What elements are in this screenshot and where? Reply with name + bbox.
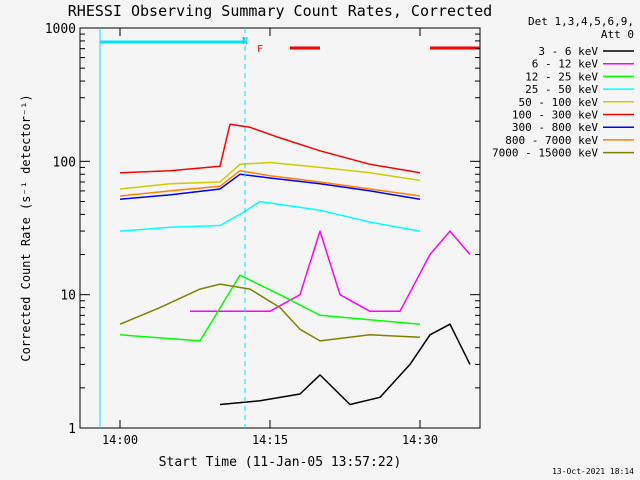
legend-label-3-6-kev: 3 - 6 keV <box>538 45 598 58</box>
x-tick-label: 14:30 <box>402 433 438 447</box>
legend-label-100-300-kev: 100 - 300 keV <box>512 109 598 122</box>
legend-label-800-7000-kev: 800 - 7000 keV <box>505 134 598 147</box>
footer-timestamp: 13-Oct-2021 18:14 <box>552 467 634 476</box>
series-line-300-800-kev <box>119 173 421 200</box>
y-axis-label: Corrected Count Rate (s⁻¹ detector⁻¹) <box>19 94 33 361</box>
y-tick-label: 10 <box>60 289 76 304</box>
x-axis-label: Start Time (11-Jan-05 13:57:22) <box>159 455 402 470</box>
series-line-3-6-kev <box>219 323 471 406</box>
legend-label-7000-15000-kev: 7000 - 15000 keV <box>492 147 598 160</box>
flag-label-f: F <box>257 44 263 55</box>
chart-title: RHESSI Observing Summary Count Rates, Co… <box>68 2 492 20</box>
series-line-12-25-kev <box>119 274 421 342</box>
x-tick-label: 14:15 <box>252 433 288 447</box>
series-line-6-12-kev <box>190 230 471 313</box>
series-line-7000-15000-kev <box>119 283 421 342</box>
legend-label-12-25-kev: 12 - 25 keV <box>525 70 598 83</box>
legend-label-25-50-kev: 25 - 50 keV <box>525 83 598 96</box>
series-line-50-100-kev <box>119 161 421 190</box>
legend-header-line-1: Det 1,3,4,5,6,9, <box>528 15 634 28</box>
series-layer <box>119 123 471 406</box>
series-line-25-50-kev <box>119 200 421 232</box>
legend-label-300-800-kev: 300 - 800 keV <box>512 121 598 134</box>
plot-frame <box>79 27 481 429</box>
y-tick-label: 1 <box>68 422 76 437</box>
series-line-800-7000-kev <box>119 169 421 197</box>
legend-header-line-2: Att 0 <box>601 28 634 41</box>
legend-label-50-100-kev: 50 - 100 keV <box>519 96 599 109</box>
flag-label-n: N <box>242 36 248 47</box>
series-line-100-300-kev <box>119 123 421 174</box>
y-tick-label: 100 <box>53 155 76 170</box>
y-tick-label: 1000 <box>45 22 76 37</box>
x-tick-label: 14:00 <box>102 433 138 447</box>
axes-layer: 14:00 14:15 14:30 1 10 100 1000 <box>45 22 480 447</box>
flags-layer: NF <box>99 28 480 428</box>
legend-label-6-12-kev: 6 - 12 keV <box>532 58 599 71</box>
